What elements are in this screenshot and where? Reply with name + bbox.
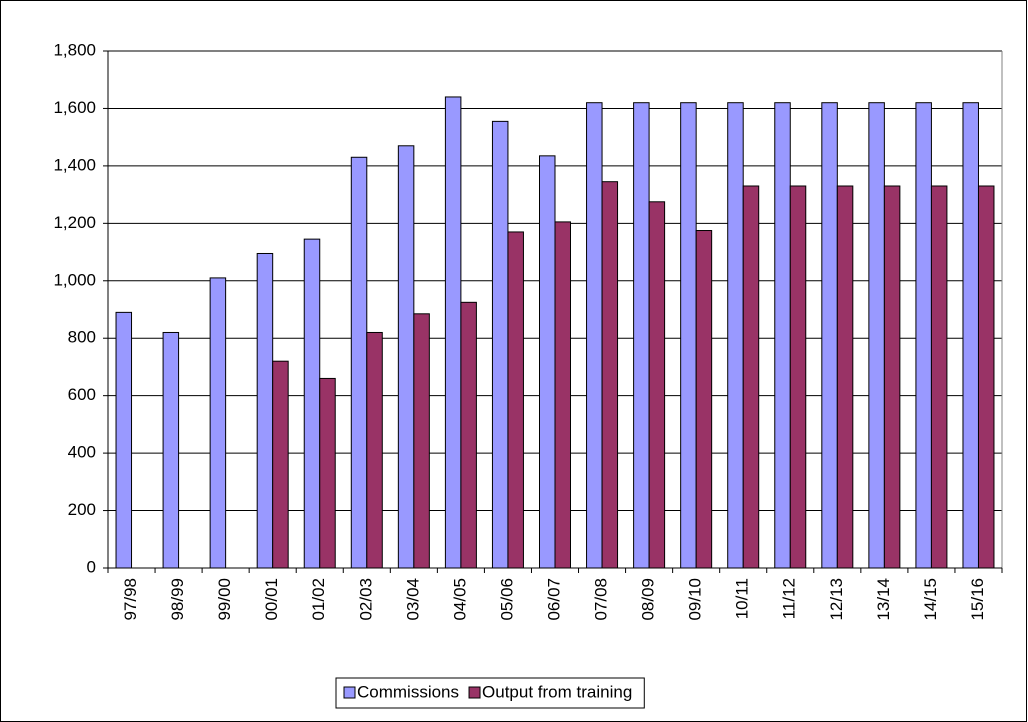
bar <box>444 96 462 569</box>
legend-label: Commissions <box>357 682 459 701</box>
legend-label: Output from training <box>482 682 632 701</box>
bar <box>774 102 791 569</box>
y-tick-label: 800 <box>68 328 96 347</box>
x-tick-label: 07/08 <box>592 578 611 621</box>
bar <box>460 301 477 569</box>
y-tick-label: 400 <box>68 443 96 462</box>
x-tick-label: 98/99 <box>168 578 187 621</box>
bar <box>915 102 932 569</box>
y-tick-label: 1,600 <box>53 98 96 117</box>
bar <box>836 185 854 569</box>
bar <box>633 102 650 569</box>
bar <box>601 181 619 569</box>
bar <box>977 185 995 569</box>
bar <box>680 102 697 569</box>
bar <box>162 331 180 569</box>
x-tick-label: 13/14 <box>874 578 893 621</box>
bar <box>319 377 336 569</box>
y-tick-label: 1,000 <box>53 270 96 289</box>
bar <box>586 102 603 569</box>
x-tick-label: 05/06 <box>497 578 516 621</box>
bar <box>554 221 571 569</box>
bar <box>491 120 509 569</box>
bar <box>868 102 885 569</box>
bar <box>727 102 744 569</box>
x-tick-label: 10/11 <box>733 578 752 619</box>
bar <box>695 230 713 569</box>
bar <box>507 231 524 569</box>
bar <box>821 102 838 569</box>
x-tick-label: 99/00 <box>215 578 234 621</box>
bar <box>115 311 133 569</box>
bar <box>272 360 289 569</box>
bar <box>648 201 666 569</box>
bar <box>303 238 321 569</box>
bar <box>209 277 227 569</box>
y-tick-label: 600 <box>68 385 96 404</box>
x-tick-label: 97/98 <box>121 578 140 621</box>
y-tick-label: 1,200 <box>53 213 96 232</box>
x-tick-label: 04/05 <box>450 578 469 621</box>
x-tick-label: 08/09 <box>639 578 658 621</box>
y-tick-label: 1,400 <box>53 155 96 174</box>
bar <box>256 252 274 569</box>
x-tick-label: 09/10 <box>686 578 705 621</box>
y-tick-label: 0 <box>87 557 96 576</box>
bar <box>366 331 383 569</box>
x-tick-label: 00/01 <box>262 578 281 621</box>
bar <box>539 155 556 569</box>
legend: Commissions Output from training <box>335 677 645 709</box>
x-tick-label: 06/07 <box>544 578 563 621</box>
legend-box <box>335 677 645 709</box>
bar <box>413 313 430 569</box>
x-tick-label: 11/12 <box>780 578 799 619</box>
x-tick-label: 12/13 <box>827 578 846 621</box>
bar <box>397 145 415 569</box>
bar <box>930 185 948 569</box>
bar <box>350 156 368 569</box>
bar <box>962 102 979 569</box>
y-tick-label: 1,800 <box>53 40 96 59</box>
x-tick-label: 03/04 <box>403 578 422 621</box>
legend-swatch <box>468 686 481 699</box>
x-tick-label: 02/03 <box>356 578 375 621</box>
bar <box>742 185 760 569</box>
y-tick-label: 200 <box>68 500 96 519</box>
x-tick-label: 14/15 <box>921 578 940 621</box>
x-tick-label: 01/02 <box>309 578 328 621</box>
x-tick-label: 15/16 <box>968 578 987 621</box>
bar <box>789 185 807 569</box>
legend-swatch <box>343 686 356 699</box>
bar <box>883 185 901 569</box>
